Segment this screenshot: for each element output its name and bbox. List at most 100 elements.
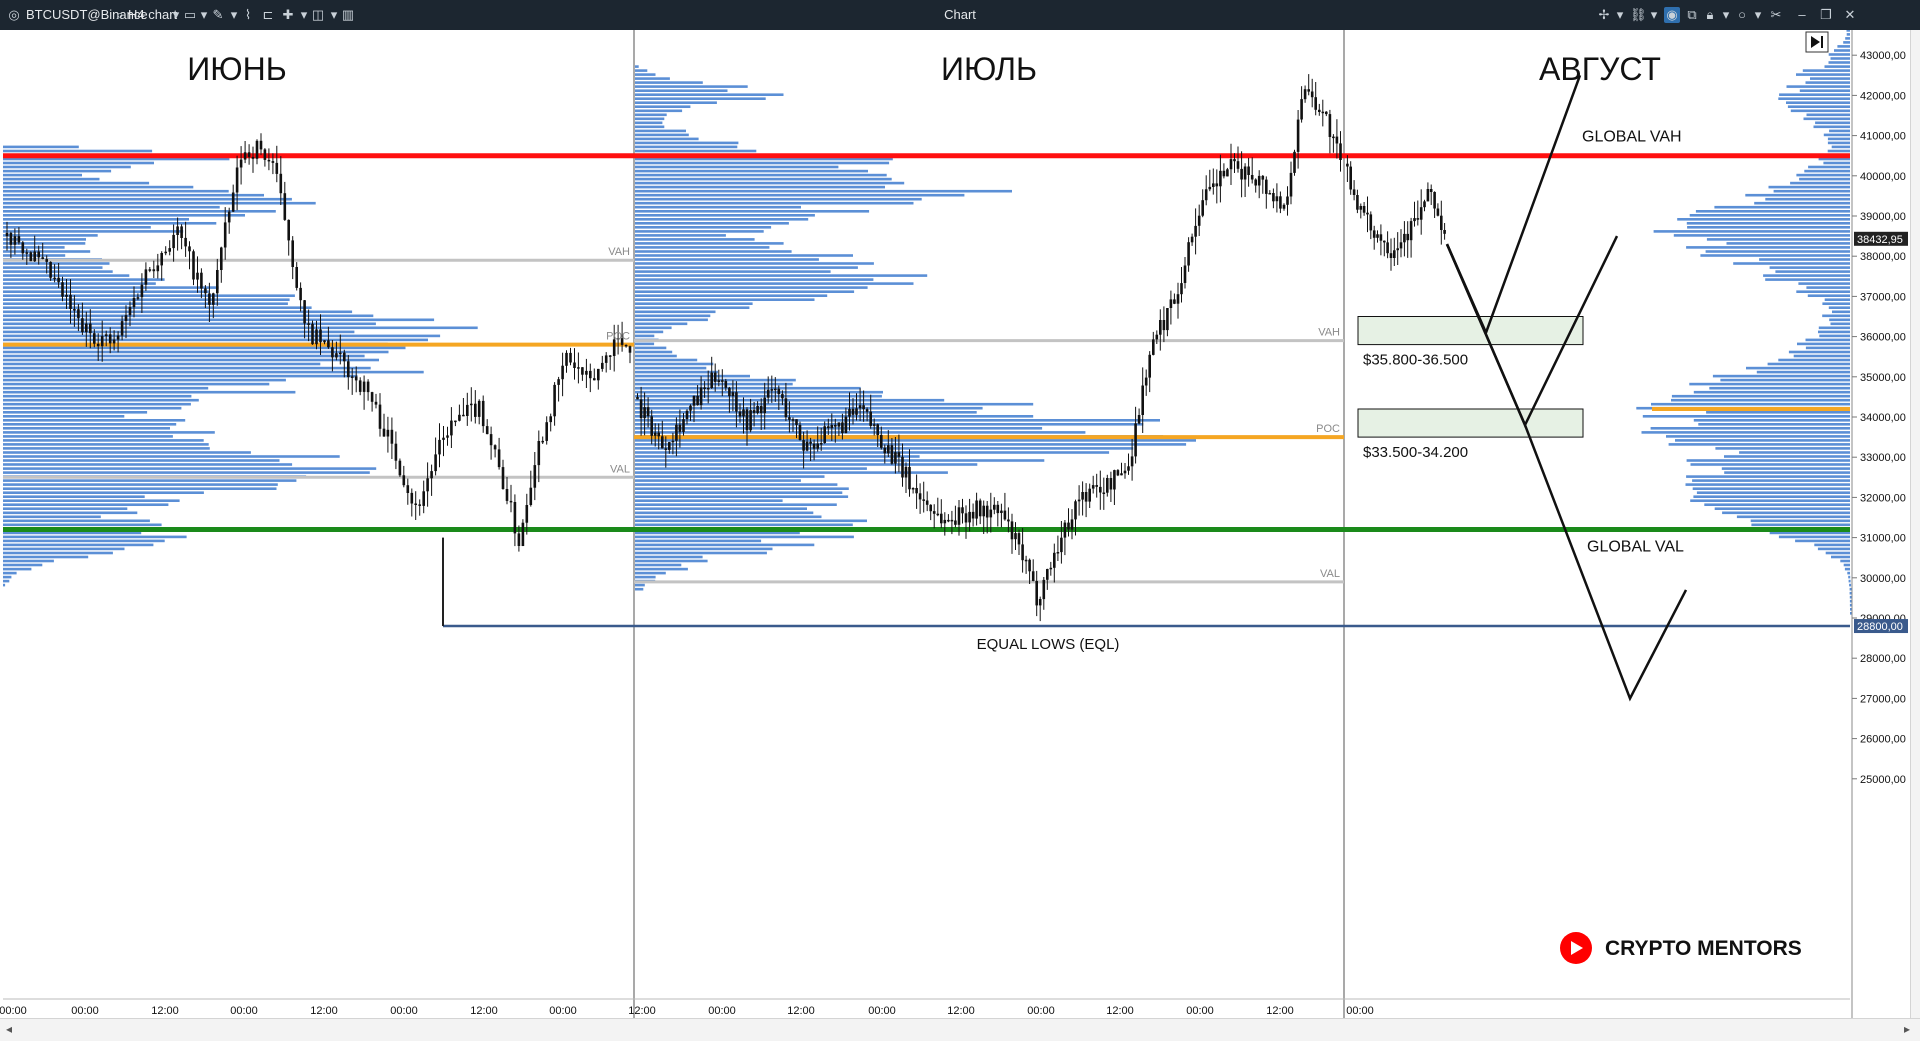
- brand-name: CRYPTO MENTORS: [1605, 937, 1802, 960]
- plus-icon[interactable]: ✚: [282, 7, 294, 22]
- chevron-down-icon[interactable]: ▾: [1616, 7, 1624, 22]
- chevron-down-icon[interactable]: ▾: [1650, 7, 1658, 22]
- search-icon[interactable]: ⌕: [116, 7, 124, 22]
- chevron-down-icon[interactable]: ▾: [300, 7, 308, 22]
- candle-body: [922, 499, 925, 501]
- profile-bar: [1675, 439, 1850, 442]
- close-icon[interactable]: ✕: [1844, 7, 1856, 22]
- profile-bar: [3, 555, 89, 559]
- price-badge: [1854, 619, 1908, 634]
- candle-body: [653, 432, 657, 436]
- profile-bar: [3, 535, 187, 539]
- candle-body: [569, 352, 572, 363]
- candle-body: [1433, 192, 1436, 209]
- profile-bar: [634, 205, 801, 209]
- chevron-down-icon[interactable]: ▾: [1722, 7, 1730, 22]
- chart-type-select[interactable]: H4 chart: [128, 7, 178, 22]
- candle-body: [267, 159, 271, 162]
- candle-body: [1219, 170, 1222, 187]
- candle-body: [1275, 196, 1279, 202]
- candle-body: [454, 420, 457, 423]
- chevron-down-icon[interactable]: ▾: [200, 7, 208, 22]
- candle-body: [1148, 354, 1151, 378]
- profile-bar: [634, 222, 789, 225]
- profile-bar: [634, 463, 978, 466]
- profile-bar: [1671, 398, 1850, 402]
- horizontal-scrollbar[interactable]: ◂ ▸: [0, 1018, 1920, 1041]
- vertical-scrollbar[interactable]: [1910, 30, 1920, 1018]
- indicator-icon[interactable]: ⌇: [244, 7, 252, 22]
- maximize-icon[interactable]: ❐: [1820, 7, 1832, 22]
- price-chart[interactable]: VAH POC VAL VAH POC VAL $35.800-36.500 $33.500-…: [0, 30, 1910, 1018]
- price-axis: 25000,0026000,0027000,0028000,0029000,00…: [0, 30, 1908, 1018]
- candle-body: [1339, 143, 1342, 160]
- profile-bar: [634, 427, 1043, 430]
- app-logo-icon[interactable]: ◎: [8, 7, 20, 22]
- symbol-label[interactable]: BTCUSDT@Binance: [26, 7, 148, 22]
- copy-icon[interactable]: ⧉: [1687, 7, 1697, 22]
- tools-icon[interactable]: ✂: [1770, 7, 1782, 22]
- candle-body: [1155, 334, 1159, 340]
- template-icon[interactable]: ⊏: [262, 7, 274, 22]
- candle-body: [5, 232, 9, 237]
- crosshair-icon[interactable]: ✢: [1598, 7, 1610, 22]
- candle-body: [1409, 221, 1413, 241]
- profile-bar: [3, 193, 264, 197]
- layout-icon[interactable]: ◫: [311, 7, 325, 22]
- circle-icon[interactable]: ○: [1738, 7, 1746, 22]
- chevron-down-icon[interactable]: ▾: [172, 7, 180, 22]
- profile-bar: [1724, 455, 1850, 458]
- profile-bar: [3, 330, 355, 334]
- candle-body: [851, 408, 855, 415]
- chevron-down-icon[interactable]: ▾: [230, 7, 238, 22]
- candle-body: [1070, 519, 1074, 530]
- scroll-right-icon[interactable]: ▸: [1904, 1022, 1911, 1036]
- chevron-down-icon[interactable]: ▾: [1754, 7, 1762, 22]
- profile-bar: [634, 185, 885, 189]
- candle-body: [481, 400, 485, 427]
- candle-body: [968, 511, 971, 523]
- profile-bar: [3, 354, 365, 358]
- profile-bar: [634, 274, 928, 277]
- candle-body: [434, 454, 437, 472]
- candle-body: [1233, 159, 1236, 162]
- lock-icon[interactable]: 🔒︎: [1706, 7, 1714, 22]
- camera-icon[interactable]: ◉: [1664, 7, 1680, 23]
- profile-bar: [1763, 274, 1850, 277]
- profile-bar: [1840, 559, 1850, 563]
- profile-bar: [634, 181, 905, 185]
- profile-bar: [1668, 443, 1850, 446]
- candle-body: [1222, 170, 1226, 177]
- profile-bar: [634, 294, 828, 297]
- profile-bar: [3, 362, 321, 366]
- candle-body: [1328, 114, 1332, 137]
- chevron-down-icon[interactable]: ▾: [330, 7, 338, 22]
- candle-body: [85, 323, 88, 333]
- candle-body: [81, 318, 84, 333]
- profile-bar: [3, 575, 12, 579]
- minimize-icon[interactable]: –: [1798, 7, 1806, 22]
- candle-body: [1352, 189, 1356, 195]
- chart-style-icon[interactable]: ▭: [183, 7, 197, 22]
- profile-bar: [3, 238, 86, 241]
- profile-bar: [634, 483, 838, 486]
- scroll-left-icon[interactable]: ◂: [6, 1022, 13, 1036]
- profile-bar: [1677, 218, 1850, 221]
- candle-body: [1396, 248, 1399, 251]
- candle-body: [932, 511, 936, 514]
- profile-bar: [634, 254, 853, 257]
- profile-bar: [3, 145, 79, 149]
- pencil-icon[interactable]: ✎: [212, 7, 224, 22]
- candle-body: [1187, 242, 1190, 266]
- candle-body: [426, 478, 429, 492]
- profile-bar: [1813, 125, 1850, 129]
- panel-icon[interactable]: ▥: [341, 7, 355, 22]
- candle-body: [223, 222, 227, 248]
- link-icon[interactable]: ⛓: [1630, 7, 1647, 22]
- candle-body: [505, 489, 509, 501]
- time-tick-label: 00:00: [549, 1005, 577, 1017]
- profile-bar: [1706, 411, 1850, 414]
- candle-body: [982, 505, 985, 517]
- profile-bar: [3, 173, 82, 177]
- candle-body: [940, 513, 943, 524]
